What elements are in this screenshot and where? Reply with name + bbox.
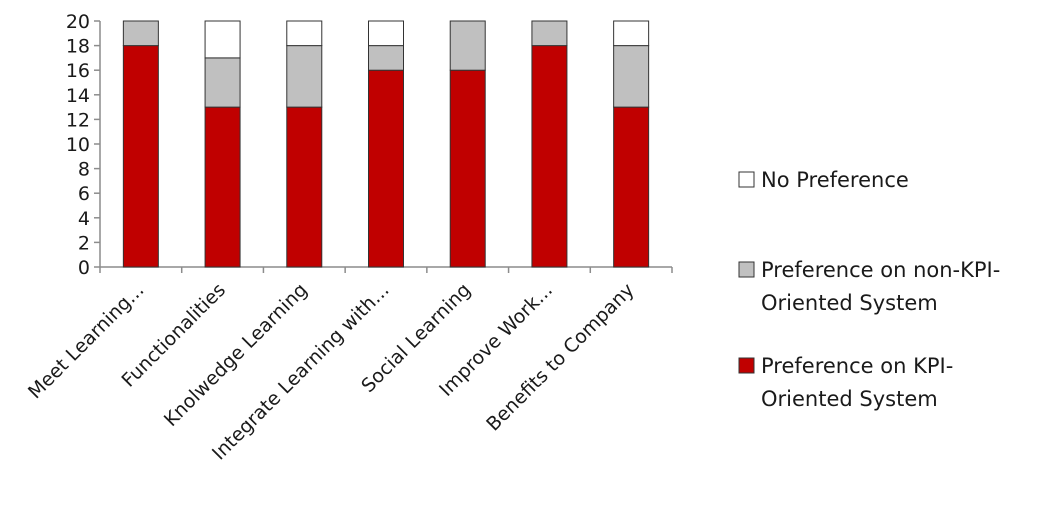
- y-tick-label: 2: [78, 232, 90, 254]
- y-tick-label: 4: [78, 208, 90, 230]
- legend-swatch: [738, 261, 755, 278]
- bar-segment: [531, 20, 568, 47]
- legend-label: Oriented System: [761, 291, 938, 315]
- y-tick-label: 20: [66, 11, 90, 33]
- legend-label: Preference on KPI-: [761, 354, 953, 378]
- legend-item: No Preference: [738, 168, 909, 192]
- category-labels: Meet Learning...FunctionalitiesKnolwedge…: [24, 279, 639, 465]
- bar-segment: [368, 45, 404, 71]
- y-tick-label: 8: [78, 159, 90, 181]
- y-tick-label: 16: [66, 60, 90, 82]
- bar-segment: [449, 20, 486, 71]
- x-axis-ticks: [99, 267, 673, 273]
- legend-label: Preference on non-KPI-: [761, 258, 1000, 282]
- legend-item: Preference on non-KPI- Oriented System: [738, 258, 1000, 315]
- bar-segment: [368, 69, 404, 268]
- bar-segment: [204, 106, 241, 268]
- legend-swatch: [738, 171, 755, 188]
- category-label: Knolwedge Learning: [160, 279, 312, 431]
- y-tick-label: 12: [66, 109, 90, 131]
- bar-segment: [449, 69, 486, 268]
- y-tick-label: 10: [66, 134, 90, 156]
- legend-swatch: [738, 357, 755, 374]
- y-tick-label: 0: [78, 257, 90, 279]
- y-tick-label: 14: [66, 85, 90, 107]
- legend-item: Preference on KPI- Oriented System: [738, 354, 953, 411]
- bar-segment: [286, 45, 323, 108]
- legend-label: No Preference: [761, 168, 909, 192]
- bar-segment: [204, 57, 241, 108]
- bar-segment: [204, 20, 241, 59]
- category-label: Benefits to Company: [482, 279, 639, 436]
- bar-segment: [613, 20, 650, 47]
- bar-segment: [613, 45, 650, 108]
- y-tick-label: 6: [78, 183, 90, 205]
- bar-segment: [286, 20, 323, 47]
- bars: [122, 20, 650, 268]
- bar-segment: [613, 106, 650, 268]
- bar-segment: [122, 20, 159, 47]
- bar-segment: [122, 45, 159, 268]
- y-tick-label: 18: [66, 36, 90, 58]
- bar-segment: [531, 45, 568, 268]
- bar-segment: [286, 106, 323, 268]
- legend: No Preference Preference on non-KPI- Orien…: [738, 168, 1000, 411]
- legend-label: Oriented System: [761, 387, 938, 411]
- bar-segment: [368, 20, 404, 47]
